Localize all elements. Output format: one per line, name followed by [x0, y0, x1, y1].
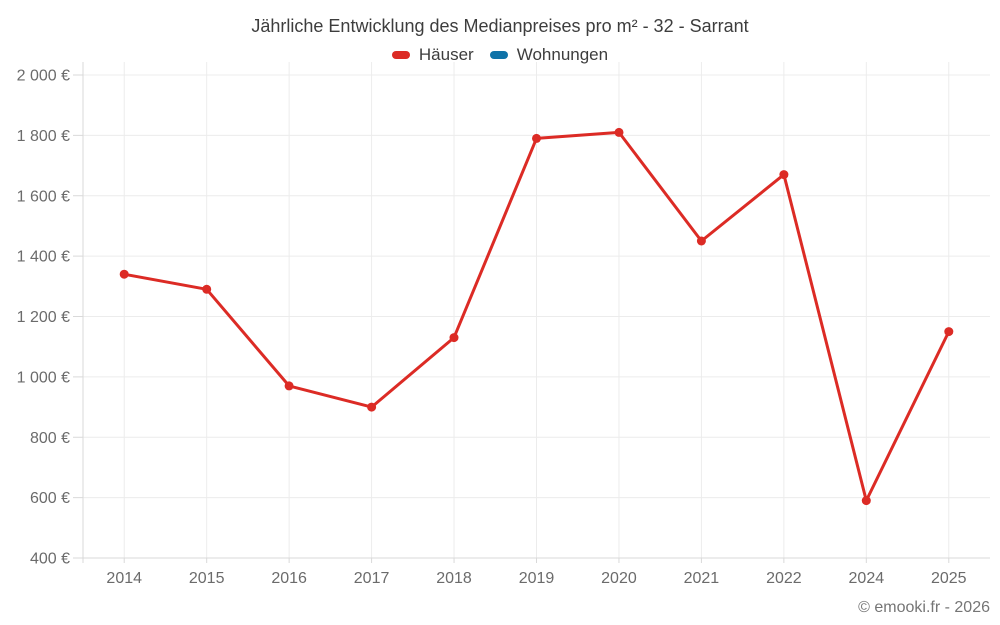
y-axis-tick-label: 2 000 € — [17, 68, 70, 85]
y-axis-tick-label: 1 200 € — [17, 309, 70, 326]
x-axis-tick-label: 2018 — [436, 570, 472, 587]
x-axis-tick-label: 2019 — [519, 570, 555, 587]
chart-title: Jährliche Entwicklung des Medianpreises … — [251, 16, 749, 36]
y-axis-tick-label: 600 € — [30, 490, 70, 507]
x-axis-tick-label: 2017 — [354, 570, 390, 587]
y-axis-tick-label: 1 000 € — [17, 369, 70, 386]
data-point-häuser[interactable] — [284, 381, 294, 391]
data-point-häuser[interactable] — [861, 496, 871, 506]
data-point-häuser[interactable] — [532, 133, 541, 143]
data-point-häuser[interactable] — [944, 327, 954, 337]
x-axis-tick-label: 2021 — [684, 570, 720, 587]
data-point-häuser[interactable] — [202, 284, 212, 294]
data-point-häuser[interactable] — [696, 236, 706, 246]
y-axis-tick-label: 400 € — [30, 551, 70, 568]
x-axis-tick-label: 2024 — [849, 570, 885, 587]
data-point-häuser[interactable] — [367, 402, 377, 412]
y-axis-tick-label: 1 400 € — [17, 249, 70, 266]
x-axis-tick-label: 2016 — [271, 570, 307, 587]
data-point-häuser[interactable] — [119, 269, 129, 279]
data-point-häuser[interactable] — [614, 127, 624, 137]
haeuser-series-swatch-icon — [391, 50, 410, 59]
y-axis-tick-label: 1 600 € — [17, 188, 70, 205]
x-axis-tick-label: 2020 — [601, 570, 637, 587]
wohnungen-series-swatch-icon — [489, 50, 508, 59]
copyright-watermark: © emooki.fr - 2026 — [858, 599, 990, 616]
y-axis-tick-label: 1 800 € — [17, 128, 70, 145]
legend-label-haeuser: Häuser — [418, 45, 474, 64]
x-axis-tick-label: 2025 — [931, 570, 967, 587]
x-axis-tick-label: 2015 — [189, 570, 225, 587]
legend-item-haeuser[interactable]: Häuser — [391, 45, 474, 64]
legend: Häuser Wohnungen — [0, 46, 1000, 63]
x-axis-tick-label: 2022 — [766, 570, 802, 587]
legend-item-wohnungen[interactable]: Wohnungen — [489, 45, 609, 64]
legend-label-wohnungen: Wohnungen — [516, 45, 609, 64]
data-point-häuser[interactable] — [779, 170, 789, 180]
x-axis-tick-label: 2014 — [106, 570, 142, 587]
y-axis-tick-label: 800 € — [30, 430, 70, 447]
data-point-häuser[interactable] — [449, 333, 459, 343]
